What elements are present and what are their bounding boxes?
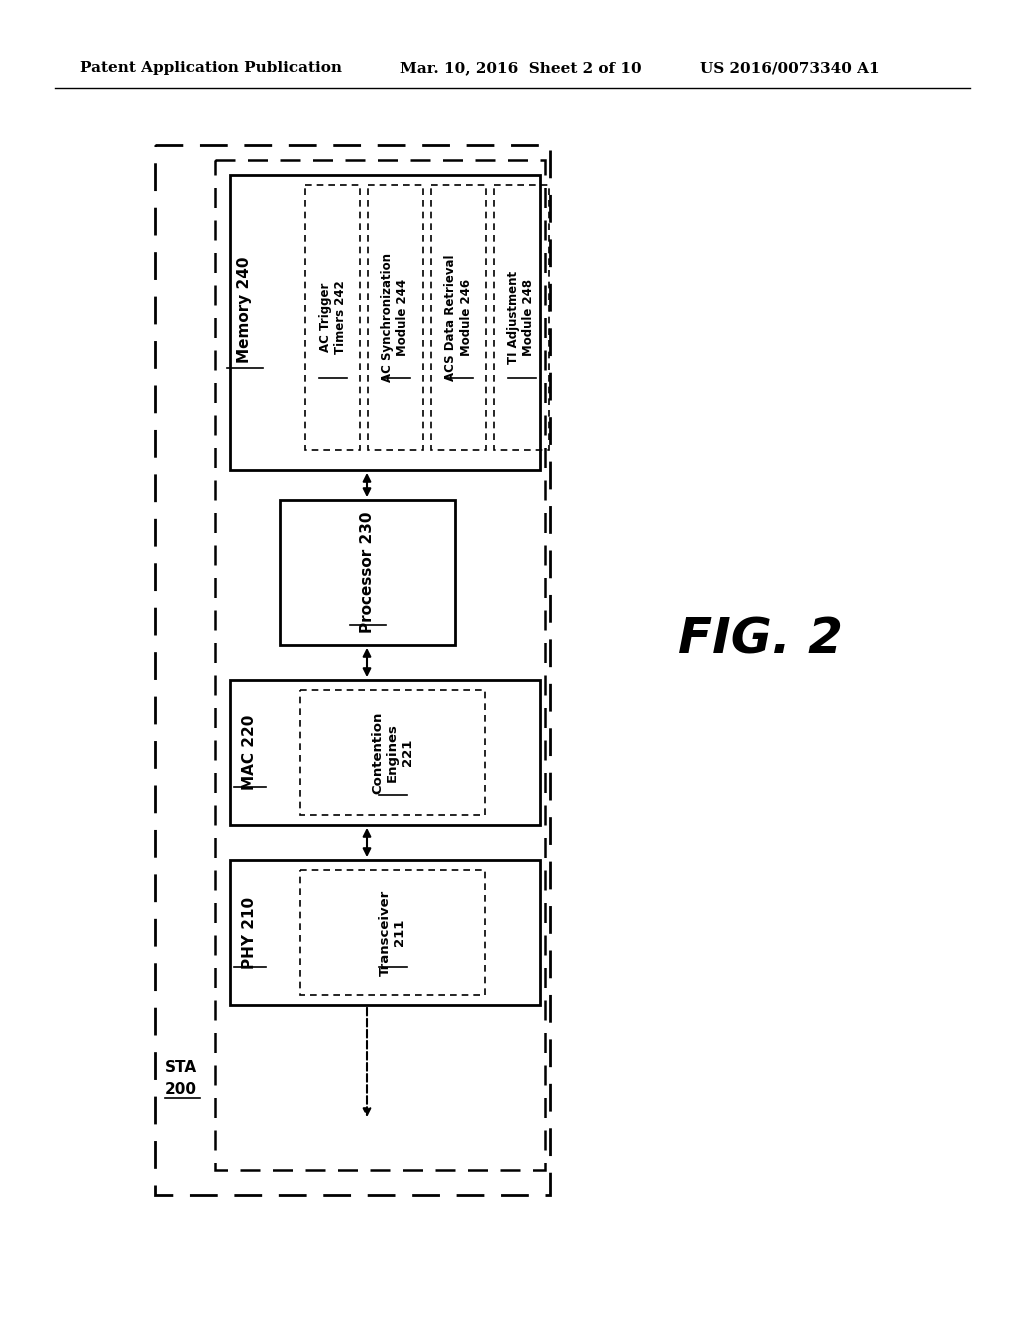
Bar [280, 500, 455, 645]
Text: STA: STA [165, 1060, 198, 1074]
Bar [230, 680, 540, 825]
Text: US 2016/0073340 A1: US 2016/0073340 A1 [700, 61, 880, 75]
Bar [230, 176, 540, 470]
Text: Memory 240: Memory 240 [238, 257, 253, 363]
Bar [300, 870, 485, 995]
Text: Contention
Engines
221: Contention Engines 221 [371, 711, 414, 793]
Text: PHY 210: PHY 210 [243, 896, 257, 969]
Text: 200: 200 [165, 1082, 197, 1097]
Bar [305, 185, 360, 450]
Bar [494, 185, 549, 450]
Text: Processor 230: Processor 230 [360, 512, 375, 634]
Text: AC Synchronization
Module 244: AC Synchronization Module 244 [382, 253, 410, 381]
Bar [155, 145, 550, 1195]
Text: ACS Data Retrieval
Module 246: ACS Data Retrieval Module 246 [444, 255, 472, 380]
Bar [431, 185, 486, 450]
Bar [300, 690, 485, 814]
Text: FIG. 2: FIG. 2 [678, 616, 843, 664]
Text: Patent Application Publication: Patent Application Publication [80, 61, 342, 75]
Text: TI Adjustment
Module 248: TI Adjustment Module 248 [508, 271, 536, 364]
Text: MAC 220: MAC 220 [243, 715, 257, 791]
Text: Mar. 10, 2016  Sheet 2 of 10: Mar. 10, 2016 Sheet 2 of 10 [400, 61, 642, 75]
Bar [215, 160, 545, 1170]
Text: Transceiver
211: Transceiver 211 [379, 890, 407, 975]
Bar [368, 185, 423, 450]
Bar [230, 861, 540, 1005]
Text: AC Trigger
Timers 242: AC Trigger Timers 242 [318, 281, 346, 354]
